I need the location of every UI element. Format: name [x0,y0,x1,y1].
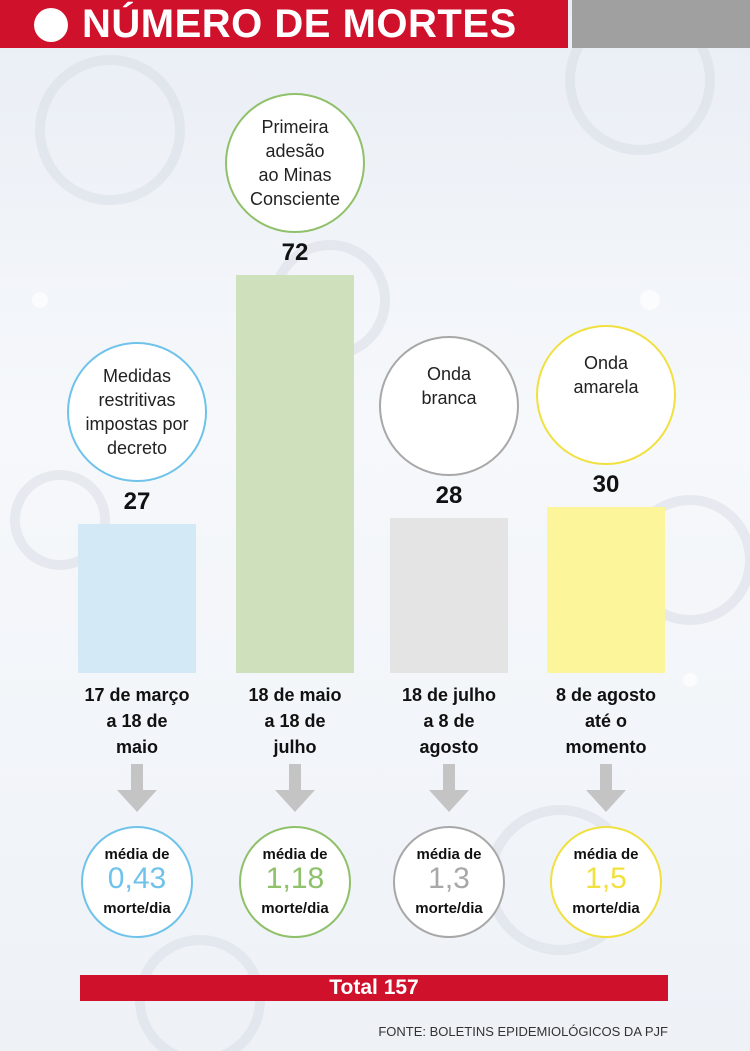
event-bubble: Onda branca [379,336,519,476]
event-label: Medidas restritivas impostas por decreto [85,366,189,458]
event-bubble: Onda amarela [536,325,676,465]
bar-3 [390,518,508,673]
event-bubble: Primeira adesão ao Minas Consciente [225,93,365,233]
average-circle: média de 1,5 morte/dia [550,826,662,938]
average-circle: média de 1,18 morte/dia [239,826,351,938]
average-value: 1,3 [428,862,470,895]
event-label: Primeira adesão ao Minas Consciente [249,117,341,209]
bar-value-label: 72 [281,239,309,266]
bar-value-label: 28 [435,482,463,509]
down-arrow-icon [429,764,469,812]
average-value: 0,43 [107,862,167,895]
average-unit: morte/dia [572,900,640,917]
average-unit: morte/dia [415,900,483,917]
header-gray-block [572,0,750,48]
average-value: 1,18 [265,862,325,895]
bar-4 [547,507,665,673]
period-label: 18 de julho a 8 de agosto [401,685,497,757]
average-unit: morte/dia [103,900,171,917]
bar-2 [236,275,354,673]
average-label: média de [104,846,170,863]
down-arrow-icon [275,764,315,812]
average-unit: morte/dia [261,900,329,917]
event-label: Onda branca [421,364,477,408]
down-arrow-icon [586,764,626,812]
down-arrow-icon [117,764,157,812]
event-label: Onda amarela [573,353,639,397]
average-circle: média de 1,3 morte/dia [393,826,505,938]
average-label: média de [262,846,328,863]
average-label: média de [573,846,639,863]
average-value: 1,5 [585,862,627,895]
period-label: 18 de maio a 18 de julho [248,685,342,757]
event-bubble: Medidas restritivas impostas por decreto [67,342,207,482]
period-label: 8 de agosto até o momento [555,685,657,757]
period-label: 17 de março a 18 de maio [84,685,190,757]
source-note: FONTE: BOLETINS EPIDEMIOLÓGICOS DA PJF [378,1024,668,1039]
bar-value-label: 27 [123,488,151,515]
total-bar: Total 157 [80,975,668,1001]
bar-value-label: 30 [592,471,620,498]
average-label: média de [416,846,482,863]
page-title: NÚMERO DE MORTES [82,2,517,46]
average-circle: média de 0,43 morte/dia [81,826,193,938]
header-bar [0,0,568,48]
bar-1 [78,524,196,673]
header-dot-icon [34,8,68,42]
